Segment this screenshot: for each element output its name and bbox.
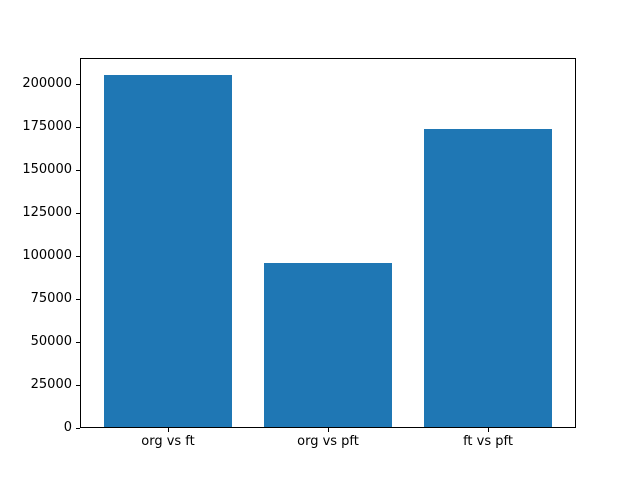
plot-area [80, 58, 576, 428]
x-tick-mark [488, 428, 489, 432]
y-tick-label: 50000 [30, 334, 72, 350]
x-tick-mark [168, 428, 169, 432]
bar [104, 74, 232, 427]
y-tick-label: 200000 [22, 76, 72, 92]
y-tick-mark [76, 213, 80, 215]
y-tick-mark [76, 170, 80, 172]
y-tick-mark [76, 256, 80, 258]
y-tick-mark [76, 127, 80, 129]
x-tick-label: org vs ft [141, 434, 195, 449]
y-tick-mark [76, 299, 80, 301]
bar [264, 262, 392, 427]
y-tick-label: 75000 [30, 291, 72, 307]
y-tick-mark [76, 84, 80, 86]
y-tick-mark [76, 385, 80, 387]
y-tick-label: 0 [63, 420, 72, 435]
x-tick-mark [328, 428, 329, 432]
y-tick-label: 175000 [22, 119, 72, 135]
x-tick-label: ft vs pft [463, 434, 513, 449]
x-tick-label: org vs pft [297, 434, 359, 449]
y-tick-mark [76, 428, 80, 429]
y-tick-label: 150000 [22, 162, 72, 178]
bar [424, 128, 552, 427]
y-tick-label: 125000 [22, 205, 72, 221]
y-tick-label: 100000 [22, 248, 72, 264]
y-tick-mark [76, 342, 80, 344]
y-tick-label: 25000 [30, 377, 72, 393]
